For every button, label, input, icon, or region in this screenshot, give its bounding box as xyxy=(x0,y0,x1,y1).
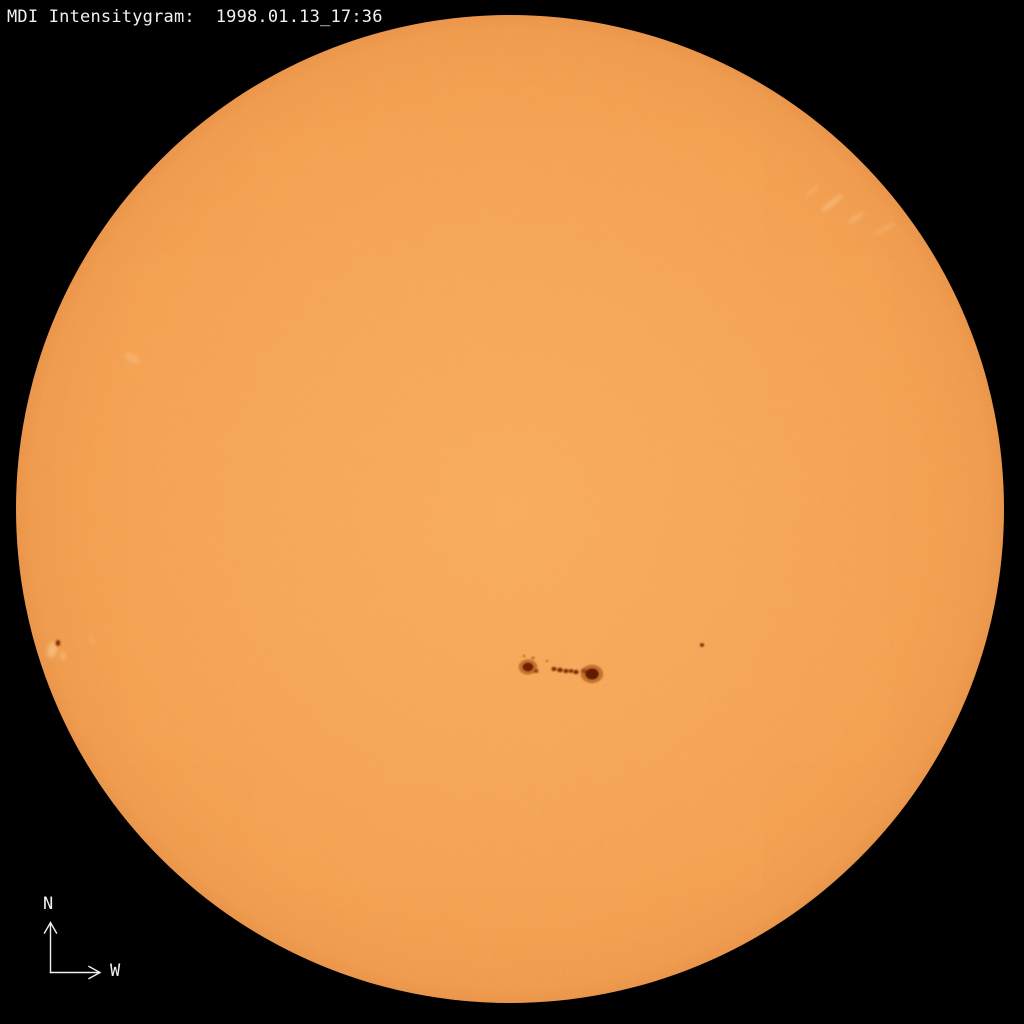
facula xyxy=(805,185,819,197)
sunspot xyxy=(700,643,704,647)
compass-arrows xyxy=(43,921,102,980)
sunspot xyxy=(573,670,579,674)
sunspot xyxy=(534,669,538,673)
facula xyxy=(820,194,844,212)
sunspot xyxy=(557,668,563,672)
facula xyxy=(60,651,66,661)
sunspot xyxy=(522,654,526,658)
sunspot xyxy=(585,668,599,680)
sunspot xyxy=(569,669,573,673)
image-title: MDI Intensitygram: 1998.01.13_17:36 xyxy=(7,7,383,27)
compass-north-label: N xyxy=(43,894,54,914)
facula xyxy=(88,634,96,646)
sunspot xyxy=(522,662,534,672)
sunspot xyxy=(55,640,61,646)
facula xyxy=(847,212,865,224)
north-arrow-head-icon xyxy=(43,921,58,934)
faculae-bright-patches xyxy=(46,185,895,661)
sunspot xyxy=(545,659,549,663)
sunspot xyxy=(531,656,535,660)
facula xyxy=(123,352,141,364)
sunspot-group xyxy=(55,639,705,684)
facula xyxy=(46,642,58,658)
facula xyxy=(873,222,895,236)
west-arrow-head-icon xyxy=(88,965,102,980)
sunspot xyxy=(551,667,557,671)
sunspot xyxy=(563,669,569,673)
compass-west-label: W xyxy=(110,961,121,981)
